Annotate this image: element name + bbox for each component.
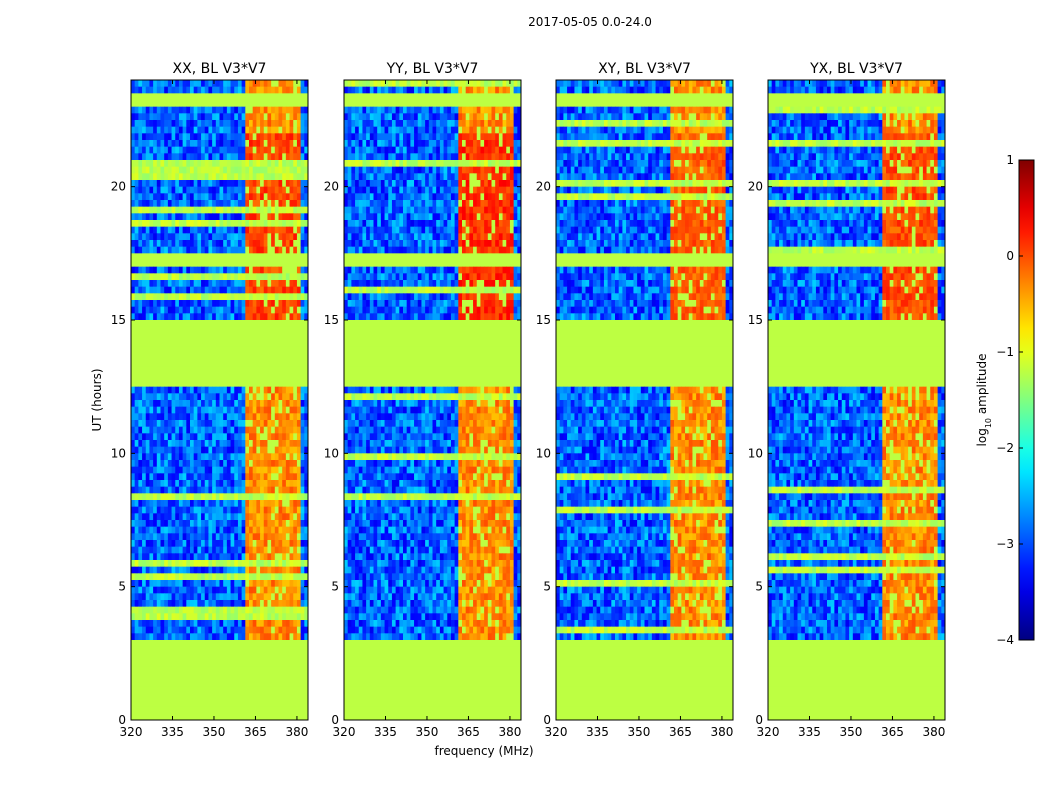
panel-title: YY, BL V3*V7	[386, 61, 479, 77]
x-tick-label: 335	[586, 725, 609, 739]
x-tick-label: 335	[374, 725, 397, 739]
colorbar-label: log10 amplitude	[975, 354, 993, 447]
x-tick-label: 335	[161, 725, 184, 739]
x-tick-label: 335	[798, 725, 821, 739]
panel-1: XX, BL V3*V7 320 335 350 365 380 0 5 10 15 20	[111, 61, 309, 739]
y-tick-label: 20	[111, 180, 126, 194]
colorbar: 1 0 −1 −2 −3 −4 log10 amplitude	[975, 153, 1035, 647]
y-tick-label: 5	[331, 580, 339, 594]
panel-2: YY, BL V3*V7 320 335 350 365 380 0 5 10 15 20	[324, 61, 522, 739]
y-tick-label: 10	[324, 446, 339, 460]
y-tick-label: 0	[118, 713, 126, 727]
x-axis-label: frequency (MHz)	[434, 744, 533, 758]
x-tick-label: 365	[881, 725, 904, 739]
spectrogram-image	[556, 80, 733, 720]
spectrogram-image	[131, 80, 308, 720]
y-tick-label: 10	[536, 446, 551, 460]
x-tick-label: 320	[545, 725, 568, 739]
y-tick-label: 15	[536, 313, 551, 327]
y-tick-label: 10	[111, 446, 126, 460]
colorbar-tick-label: −4	[996, 633, 1014, 647]
panel-title: XY, BL V3*V7	[598, 61, 691, 77]
spectrogram-image	[768, 80, 945, 720]
y-tick-label: 5	[543, 580, 551, 594]
x-tick-label: 320	[333, 725, 356, 739]
y-tick-label: 20	[324, 180, 339, 194]
x-tick-label: 350	[203, 725, 226, 739]
colorbar-gradient	[1018, 159, 1035, 641]
x-tick-label: 350	[840, 725, 863, 739]
x-tick-label: 380	[710, 725, 733, 739]
colorbar-tick-label: −1	[996, 345, 1014, 359]
x-tick-label: 380	[498, 725, 521, 739]
x-tick-label: 365	[457, 725, 480, 739]
spectrogram-image	[344, 80, 521, 720]
y-axis-label: UT (hours)	[90, 368, 104, 431]
x-tick-label: 380	[285, 725, 308, 739]
y-tick-label: 15	[324, 313, 339, 327]
colorbar-tick-label: −2	[996, 441, 1014, 455]
x-tick-label: 350	[416, 725, 439, 739]
y-tick-label: 0	[331, 713, 339, 727]
x-tick-label: 365	[244, 725, 267, 739]
y-tick-label: 5	[118, 580, 126, 594]
x-tick-label: 380	[922, 725, 945, 739]
panel-title: XX, BL V3*V7	[173, 61, 267, 77]
panel-frame	[343, 79, 522, 721]
x-tick-label: 320	[120, 725, 143, 739]
y-tick-label: 20	[536, 180, 551, 194]
y-tick-label: 0	[755, 713, 763, 727]
y-tick-label: 20	[748, 180, 763, 194]
x-tick-label: 320	[757, 725, 780, 739]
y-tick-label: 15	[748, 313, 763, 327]
panel-frame	[555, 79, 734, 721]
colorbar-tick-label: 0	[1006, 249, 1014, 263]
panel-frame	[130, 79, 309, 721]
panel-3: XY, BL V3*V7 320 335 350 365 380 0 5 10 15 20	[536, 61, 734, 739]
y-tick-label: 15	[111, 313, 126, 327]
x-tick-label: 365	[669, 725, 692, 739]
panel-title: YX, BL V3*V7	[809, 61, 903, 77]
figure-suptitle: 2017-05-05 0.0-24.0	[528, 15, 652, 29]
colorbar-tick-label: −3	[996, 537, 1014, 551]
y-tick-label: 0	[543, 713, 551, 727]
y-tick-label: 10	[748, 446, 763, 460]
panel-frame	[767, 79, 946, 721]
colorbar-tick-label: 1	[1006, 153, 1014, 167]
y-tick-label: 5	[755, 580, 763, 594]
panel-4: YX, BL V3*V7 320 335 350 365 380 0 5 10 15 20	[748, 61, 946, 739]
x-tick-label: 350	[628, 725, 651, 739]
